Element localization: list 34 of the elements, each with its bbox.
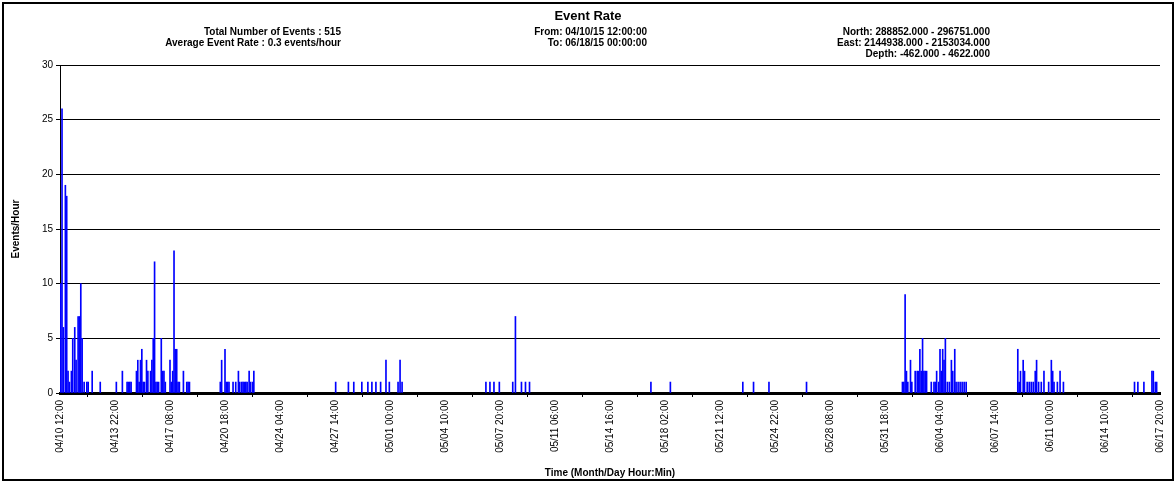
x-tick-label: 06/14 10:00 xyxy=(1098,399,1110,453)
y-tick-label: 0 xyxy=(47,386,54,398)
y-tick-label: 15 xyxy=(41,222,54,234)
x-tick-label: 05/28 08:00 xyxy=(823,399,835,453)
text: North: 288852.000 - 296751.000 East: 2144938.000 - 2153034.000 Depth: -462.000 - 4622.000 xyxy=(837,26,990,59)
x-tick-label: 04/10 12:00 xyxy=(53,399,65,453)
x-tick-label: 04/17 08:00 xyxy=(163,399,175,453)
x-tick-label: 05/18 02:00 xyxy=(658,399,670,453)
y-tick-label: 5 xyxy=(47,332,54,344)
y-axis-title: Events/Hour xyxy=(9,199,21,259)
x-tick-label: 04/24 04:00 xyxy=(273,399,285,453)
x-tick-label: 05/14 16:00 xyxy=(603,399,615,453)
x-tick-label: 04/13 22:00 xyxy=(108,399,120,453)
chart-title: Event Rate xyxy=(553,8,623,23)
x-tick-label: 06/11 00:00 xyxy=(1043,399,1055,453)
x-tick-label: 05/21 12:00 xyxy=(713,399,725,453)
x-tick-label: 05/07 20:00 xyxy=(493,399,505,453)
x-tick-label: 06/04 04:00 xyxy=(933,399,945,453)
y-tick-label: 20 xyxy=(41,168,54,180)
x-tick-label: 06/17 20:00 xyxy=(1153,399,1165,453)
x-tick-label: 05/24 22:00 xyxy=(768,399,780,453)
x-tick-label: 06/07 14:00 xyxy=(988,399,1000,453)
x-axis-title: Time (Month/Day Hour:Min) xyxy=(544,466,676,478)
x-tick-label: 04/20 18:00 xyxy=(218,399,230,453)
y-tick-label: 25 xyxy=(41,113,54,125)
x-tick-label: 05/01 00:00 xyxy=(383,399,395,453)
x-tick-label: 05/11 06:00 xyxy=(548,399,560,453)
x-tick-label: 05/04 10:00 xyxy=(438,399,450,453)
y-tick-label: 10 xyxy=(41,277,54,289)
text: From: 04/10/15 12:00:00 To: 06/18/15 00:00:00 xyxy=(534,26,647,48)
x-tick-label: 04/27 14:00 xyxy=(328,399,340,453)
y-tick-label: 30 xyxy=(41,58,54,70)
x-tick-label: 05/31 18:00 xyxy=(878,399,890,453)
text: Total Number of Events : 515 Average Event Rate : 0.3 events/hour xyxy=(165,26,341,48)
